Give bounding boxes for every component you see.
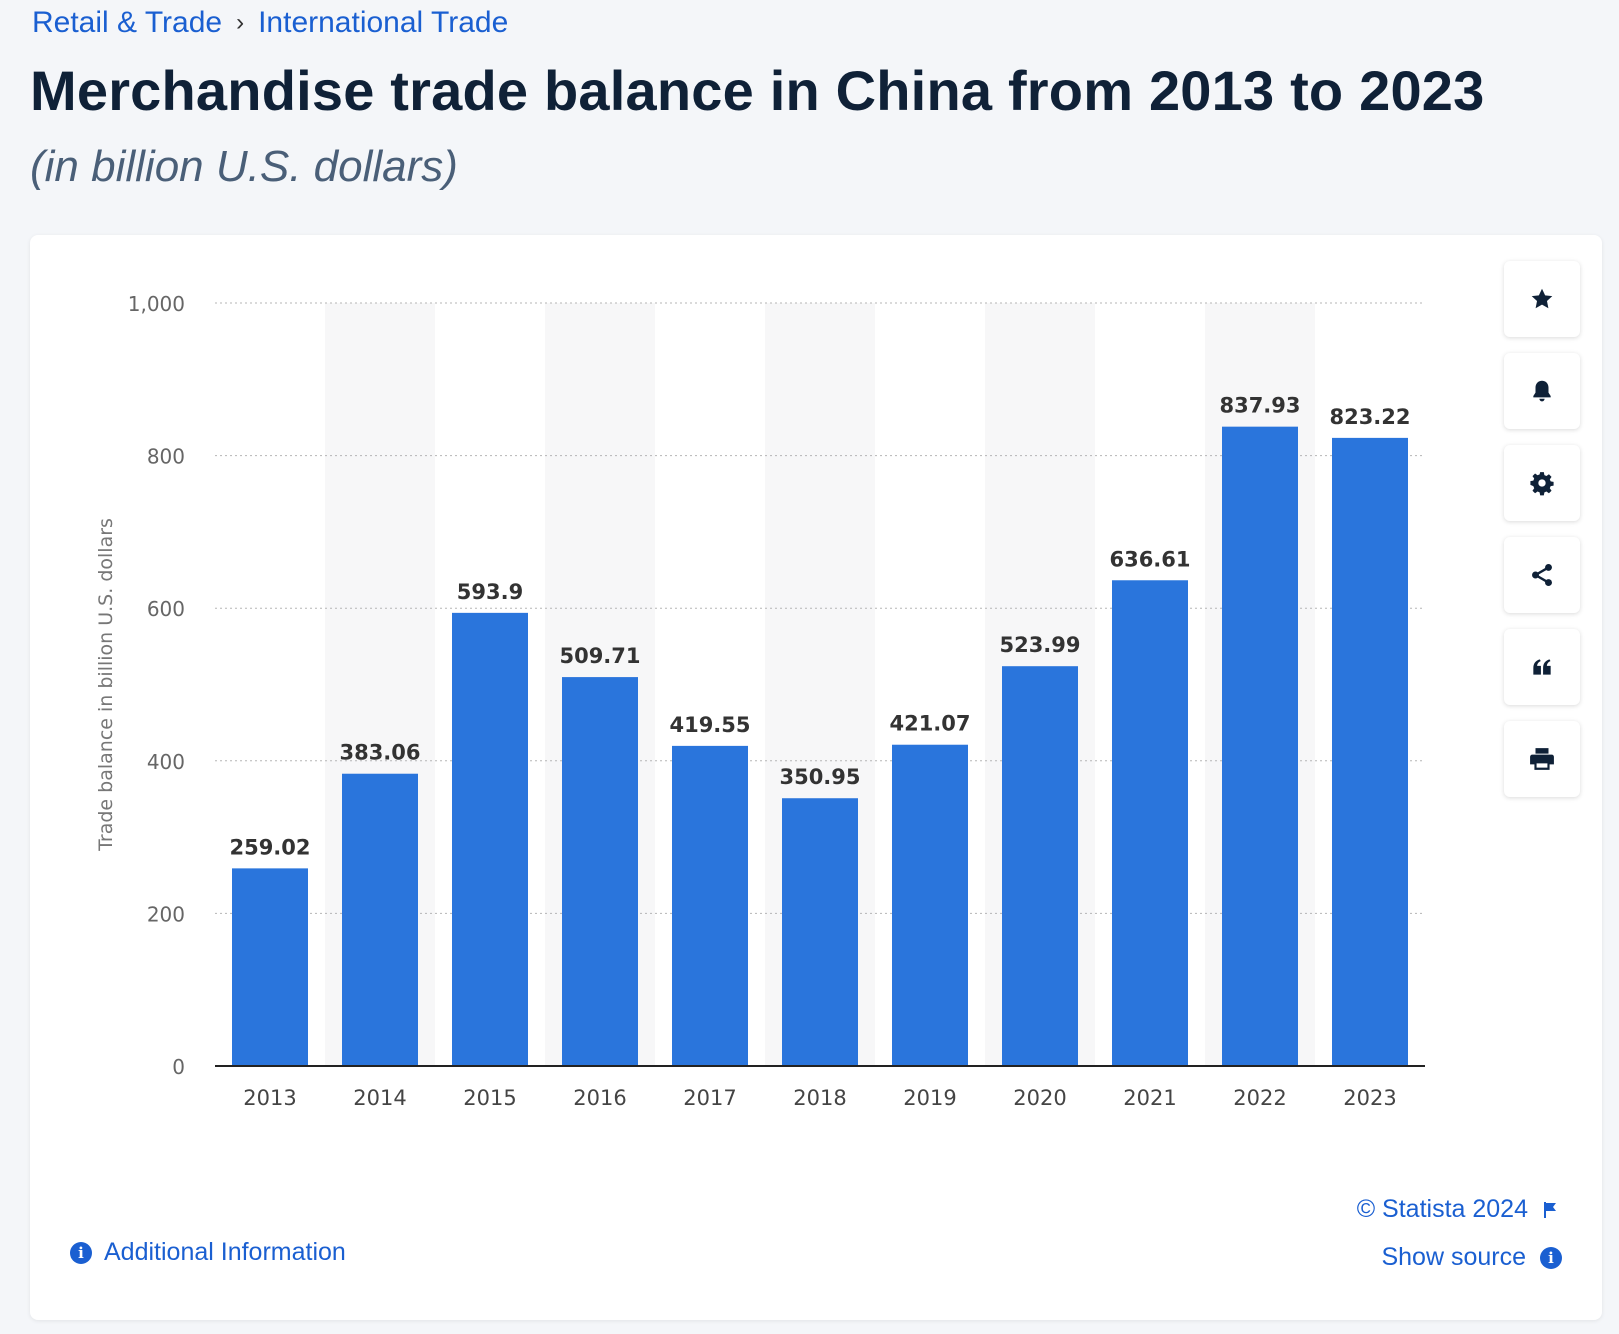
y-axis-title: Trade balance in billion U.S. dollars <box>95 518 117 852</box>
x-tick-label: 2014 <box>353 1086 406 1110</box>
breadcrumb-international-trade[interactable]: International Trade <box>258 6 509 39</box>
bar <box>892 744 968 1066</box>
additional-information-label: Additional Information <box>104 1238 346 1266</box>
y-tick-label: 400 <box>147 750 185 774</box>
additional-information-link[interactable]: i Additional Information <box>70 1238 346 1267</box>
favorite-button[interactable] <box>1504 261 1580 337</box>
x-tick-label: 2016 <box>573 1086 626 1110</box>
copyright-text: © Statista 2024 <box>1356 1195 1528 1223</box>
x-tick-label: 2021 <box>1123 1086 1176 1110</box>
bar <box>342 773 418 1066</box>
x-tick-label: 2013 <box>243 1086 296 1110</box>
breadcrumb: Retail & Trade › International Trade <box>32 6 508 40</box>
data-label: 259.02 <box>229 835 310 859</box>
bar <box>452 612 528 1066</box>
bar <box>1222 426 1298 1066</box>
x-tick-label: 2018 <box>793 1086 846 1110</box>
chart-card: 0 200 400 600 800 1,000 259.02 2013 383.06 2014 59… <box>30 235 1602 1320</box>
print-button[interactable] <box>1504 721 1580 797</box>
y-tick-label: 0 <box>172 1055 185 1079</box>
show-source-link[interactable]: Show source i <box>1381 1243 1562 1272</box>
bar <box>1002 666 1078 1066</box>
x-tick-label: 2023 <box>1343 1086 1396 1110</box>
bar <box>1112 580 1188 1066</box>
gear-icon <box>1530 472 1554 496</box>
data-label: 419.55 <box>669 713 750 737</box>
print-icon <box>1530 748 1554 770</box>
bar <box>782 798 858 1066</box>
x-tick-label: 2022 <box>1233 1086 1286 1110</box>
data-label: 837.93 <box>1219 394 1300 418</box>
data-label: 523.99 <box>999 633 1080 657</box>
x-tick-label: 2015 <box>463 1086 516 1110</box>
data-label: 383.06 <box>339 741 420 765</box>
data-label: 823.22 <box>1329 405 1410 429</box>
bar <box>672 745 748 1066</box>
data-label: 421.07 <box>889 712 970 736</box>
y-tick-label: 800 <box>147 445 185 469</box>
info-icon: i <box>70 1241 92 1264</box>
cite-button[interactable] <box>1504 629 1580 705</box>
x-tick-label: 2019 <box>903 1086 956 1110</box>
breadcrumb-separator: › <box>236 9 245 36</box>
star-icon <box>1531 288 1553 309</box>
notification-button[interactable] <box>1504 353 1580 429</box>
settings-button[interactable] <box>1504 445 1580 521</box>
bar <box>232 868 308 1066</box>
share-button[interactable] <box>1504 537 1580 613</box>
bar-chart: 0 200 400 600 800 1,000 259.02 2013 383.06 2014 59… <box>95 292 1425 1110</box>
page-title: Merchandise trade balance in China from … <box>30 59 1485 122</box>
breadcrumb-retail-trade[interactable]: Retail & Trade <box>32 6 223 39</box>
bell-icon <box>1533 380 1551 402</box>
data-label: 593.9 <box>457 580 523 604</box>
show-source-label: Show source <box>1381 1243 1526 1271</box>
quote-icon <box>1533 659 1551 675</box>
data-label: 509.71 <box>559 644 640 668</box>
x-tick-label: 2020 <box>1013 1086 1066 1110</box>
share-icon <box>1532 563 1552 587</box>
x-tick-label: 2017 <box>683 1086 736 1110</box>
bar <box>1332 437 1408 1066</box>
flag-icon <box>1544 1201 1556 1218</box>
data-label: 636.61 <box>1109 547 1190 571</box>
copyright-link[interactable]: © Statista 2024 <box>1357 1195 1558 1224</box>
y-tick-label: 600 <box>147 597 185 621</box>
y-tick-label: 200 <box>147 902 185 926</box>
data-label: 350.95 <box>779 765 860 789</box>
y-tick-label: 1,000 <box>128 292 185 316</box>
info-icon: i <box>1540 1246 1562 1269</box>
page-subtitle: (in billion U.S. dollars) <box>30 142 458 191</box>
chart-toolbar <box>1504 261 1580 797</box>
bar <box>562 677 638 1066</box>
